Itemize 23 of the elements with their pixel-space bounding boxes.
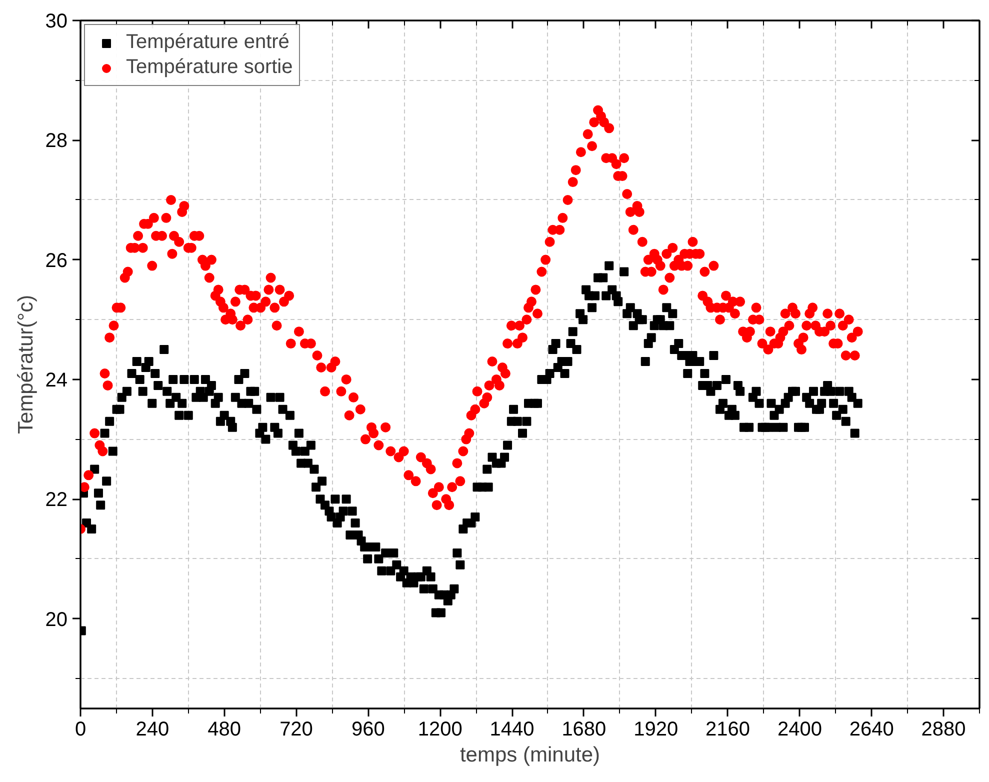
legend-label: Température sortie xyxy=(126,56,293,79)
y-tick-label: 30 xyxy=(45,10,68,32)
y-tick-label: 22 xyxy=(45,489,68,512)
x-tick-label: 1440 xyxy=(490,718,534,740)
x-tick-label: 0 xyxy=(74,718,86,740)
x-axis-title: temps (minute) xyxy=(460,744,600,766)
x-tick-label: 1680 xyxy=(562,718,606,740)
x-tick-label: 960 xyxy=(351,718,385,740)
legend-label: Température entré xyxy=(126,31,290,54)
x-tick-label: 480 xyxy=(208,718,242,740)
x-tick-label: 240 xyxy=(136,718,170,740)
x-tick-label: 720 xyxy=(280,718,313,740)
x-tick-label: 2400 xyxy=(777,718,822,740)
x-tick-label: 2880 xyxy=(921,718,966,740)
y-tick-label: 24 xyxy=(45,369,68,392)
y-tick-label: 20 xyxy=(45,608,68,631)
x-tick-label: 1200 xyxy=(418,718,462,740)
x-tick-label: 2640 xyxy=(849,718,894,740)
y-tick-label: 28 xyxy=(45,130,68,152)
y-axis-title: Températur(°c) xyxy=(14,294,38,434)
y-tick-label: 26 xyxy=(45,250,68,272)
x-tick-label: 2160 xyxy=(706,718,750,740)
x-tick-label: 1920 xyxy=(634,718,678,740)
